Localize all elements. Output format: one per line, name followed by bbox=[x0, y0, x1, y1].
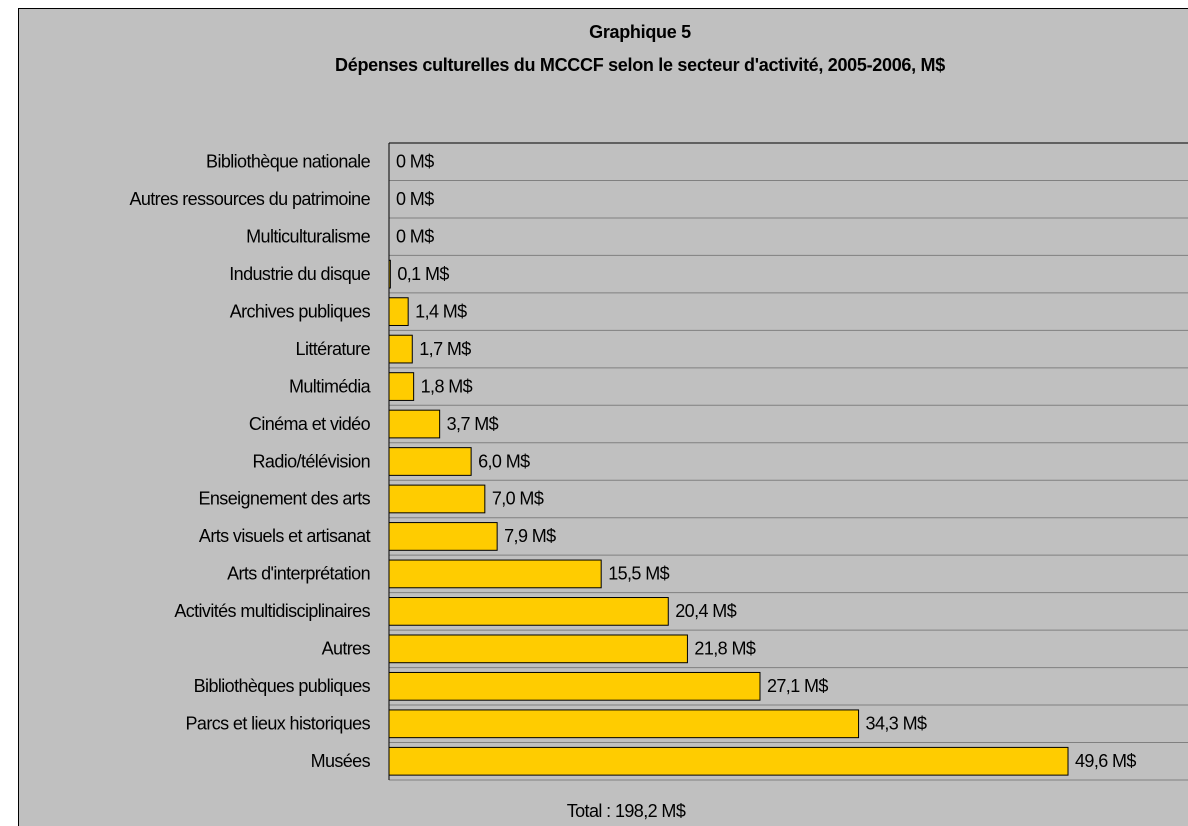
y-tick-label: Radio/télévision bbox=[253, 451, 370, 471]
y-tick-label: Cinéma et vidéo bbox=[249, 414, 371, 434]
y-tick-label: Enseignement des arts bbox=[198, 489, 370, 509]
value-label: 49,6 M$ bbox=[1075, 751, 1136, 771]
bar bbox=[388, 559, 602, 589]
bar bbox=[388, 597, 669, 626]
value-label: 20,4 M$ bbox=[675, 601, 736, 621]
bar bbox=[388, 484, 486, 514]
chart-title: Graphique 5 bbox=[589, 22, 691, 42]
value-label: 34,3 M$ bbox=[866, 714, 927, 734]
value-label: 15,5 M$ bbox=[608, 564, 669, 584]
value-label: 0,1 M$ bbox=[397, 264, 449, 284]
y-tick-label: Multiculturalisme bbox=[246, 226, 370, 246]
y-tick-label: Activités multidisciplinaires bbox=[174, 601, 370, 621]
bar bbox=[388, 522, 498, 551]
value-label: 1,7 M$ bbox=[419, 339, 471, 359]
bar bbox=[388, 334, 413, 364]
y-tick-label: Arts visuels et artisanat bbox=[199, 526, 371, 546]
bar bbox=[388, 409, 441, 439]
bar bbox=[388, 746, 1069, 776]
total-annotation: Total : 198,2 M$ bbox=[567, 801, 686, 821]
value-label: 1,8 M$ bbox=[421, 376, 473, 396]
y-tick-label: Archives publiques bbox=[230, 301, 371, 321]
y-tick-label: Autres ressources du patrimoine bbox=[129, 189, 370, 209]
value-label: 21,8 M$ bbox=[694, 639, 755, 659]
value-label: 3,7 M$ bbox=[447, 414, 499, 434]
value-label: 0 M$ bbox=[396, 189, 434, 209]
y-tick-label: Arts d'interprétation bbox=[227, 564, 370, 584]
bar bbox=[388, 447, 472, 476]
value-label: 7,9 M$ bbox=[504, 526, 556, 546]
y-tick-label: Parcs et lieux historiques bbox=[186, 714, 371, 734]
bar bbox=[388, 671, 761, 701]
y-tick-label: Multimédia bbox=[289, 376, 372, 396]
y-tick-label: Autres bbox=[322, 639, 371, 659]
bar bbox=[388, 634, 688, 664]
bar bbox=[388, 709, 860, 739]
y-tick-label: Bibliothèque nationale bbox=[206, 151, 371, 171]
value-label: 6,0 M$ bbox=[478, 451, 530, 471]
value-label: 0 M$ bbox=[396, 226, 434, 246]
value-label: 0 M$ bbox=[396, 151, 434, 171]
bar bbox=[388, 297, 409, 326]
value-label: 27,1 M$ bbox=[767, 676, 828, 696]
value-label: 1,4 M$ bbox=[415, 301, 467, 321]
chart-subtitle: Dépenses culturelles du MCCCF selon le s… bbox=[335, 55, 945, 75]
y-tick-label: Musées bbox=[311, 751, 371, 771]
y-tick-label: Bibliothèques publiques bbox=[194, 676, 371, 696]
value-label: 7,0 M$ bbox=[492, 489, 544, 509]
y-tick-label: Industrie du disque bbox=[229, 264, 370, 284]
y-tick-label: Littérature bbox=[296, 339, 371, 359]
bar bbox=[388, 372, 415, 401]
